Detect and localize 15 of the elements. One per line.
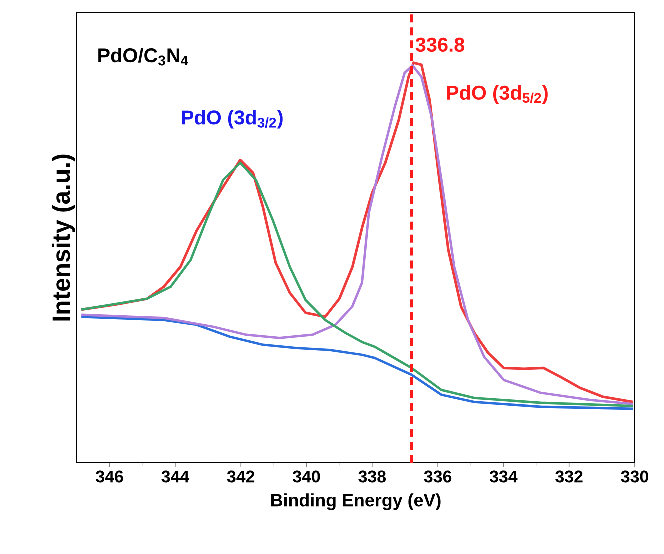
x-axis-title: Binding Energy (eV) <box>272 494 441 510</box>
x-tick-label: 346 <box>96 470 124 483</box>
x-tick-label: 332 <box>556 470 583 483</box>
x-tick-label: 330 <box>621 470 648 483</box>
y-axis-title: Intensity (a.u.) <box>52 154 76 321</box>
annotation: PdO/C$_{3}$N$_{4}$ <box>98 48 188 66</box>
x-tick-label: 340 <box>293 470 320 483</box>
x-tick-label: 334 <box>490 470 518 483</box>
x-tick-label: 336 <box>424 470 452 483</box>
annotation: PdO (3d$_{5/2}$) <box>447 85 548 104</box>
x-tick-label: 338 <box>358 470 386 483</box>
ref-line-label: 336.8 <box>416 38 465 52</box>
x-tick-label: 342 <box>227 470 255 483</box>
x-tick-label: 344 <box>162 470 190 483</box>
annotation: PdO (3d$_{3/2}$) <box>182 110 283 129</box>
